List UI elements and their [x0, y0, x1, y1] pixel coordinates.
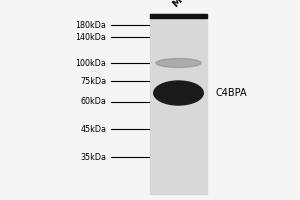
- Text: 45kDa: 45kDa: [80, 124, 106, 134]
- Text: 60kDa: 60kDa: [81, 98, 106, 106]
- Text: C4BPA: C4BPA: [216, 88, 248, 98]
- Text: 140kDa: 140kDa: [76, 32, 106, 42]
- Text: 35kDa: 35kDa: [80, 152, 106, 162]
- Ellipse shape: [154, 81, 203, 105]
- Text: 180kDa: 180kDa: [76, 21, 106, 29]
- Ellipse shape: [156, 58, 201, 68]
- Text: Mouse plasma: Mouse plasma: [172, 0, 232, 9]
- Bar: [150, 14, 207, 194]
- Text: 100kDa: 100kDa: [76, 58, 106, 68]
- Bar: [150, 14, 207, 18]
- Text: 75kDa: 75kDa: [80, 76, 106, 86]
